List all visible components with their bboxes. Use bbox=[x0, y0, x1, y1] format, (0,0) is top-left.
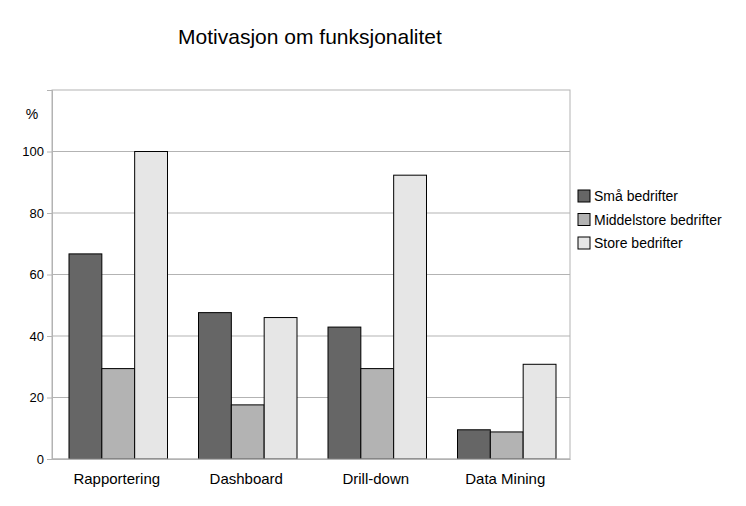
tick-mark bbox=[47, 213, 52, 214]
bar bbox=[231, 405, 264, 459]
grid-line bbox=[52, 151, 570, 152]
plot-frame bbox=[52, 90, 570, 459]
legend-item: Store bedrifter bbox=[578, 235, 683, 251]
title: Motivasjon om funksjonalitet bbox=[178, 25, 442, 48]
bar bbox=[102, 369, 135, 459]
tick-mark bbox=[47, 398, 52, 399]
y-axis-title: % bbox=[26, 106, 38, 122]
tick: Drill-down bbox=[342, 459, 409, 487]
bar bbox=[394, 175, 427, 459]
legend-item: Små bedrifter bbox=[578, 188, 678, 204]
bar bbox=[264, 318, 297, 459]
legend-item: Middelstore bedrifter bbox=[578, 212, 722, 228]
legend: Små bedrifter Middelstore bedrifter Store … bbox=[578, 188, 722, 251]
legend-label: Middelstore bedrifter bbox=[594, 212, 722, 228]
tick-label: 40 bbox=[30, 329, 44, 344]
category-label: Data Mining bbox=[465, 470, 545, 487]
bar bbox=[490, 432, 523, 459]
x-axis-line bbox=[53, 459, 571, 460]
tick-mark bbox=[47, 336, 52, 337]
grid-line bbox=[52, 336, 570, 337]
bar bbox=[69, 254, 102, 459]
category-label: Dashboard bbox=[210, 470, 283, 487]
grid-line bbox=[52, 274, 570, 275]
legend-swatch bbox=[578, 190, 590, 202]
tick-label: 100 bbox=[22, 144, 44, 159]
tick-mark bbox=[47, 152, 52, 153]
tick: Data Mining bbox=[465, 459, 545, 487]
tick-label: 60 bbox=[30, 267, 44, 282]
bar bbox=[361, 369, 394, 459]
grid-line bbox=[52, 213, 570, 214]
category-label: Drill-down bbox=[342, 470, 409, 487]
tick-mark bbox=[47, 459, 52, 460]
tick: Rapportering bbox=[73, 459, 160, 487]
grid bbox=[52, 152, 570, 460]
bar bbox=[458, 430, 491, 459]
bar bbox=[199, 313, 232, 459]
tick: 60 bbox=[30, 267, 52, 282]
y-axis-line bbox=[47, 91, 53, 460]
tick: 40 bbox=[30, 329, 52, 344]
legend-swatch bbox=[578, 214, 590, 226]
tick: 100 bbox=[22, 144, 52, 159]
category-label: Rapportering bbox=[73, 470, 160, 487]
bar bbox=[523, 364, 556, 459]
legend-label: Store bedrifter bbox=[594, 235, 683, 251]
tick-mark bbox=[47, 275, 52, 276]
y-axis: 0 20 40 60 80 100 bbox=[22, 91, 52, 467]
tick: 20 bbox=[30, 390, 52, 405]
chart: 0 20 40 60 80 100 Rapportering Dashboard Drill-d… bbox=[0, 0, 746, 506]
tick-label: 80 bbox=[30, 206, 44, 221]
tick: 0 bbox=[37, 452, 52, 467]
legend-swatch bbox=[578, 237, 590, 249]
bar bbox=[328, 327, 361, 459]
x-axis: Rapportering Dashboard Drill-down Data Mini… bbox=[53, 459, 571, 487]
bar bbox=[135, 152, 168, 460]
legend-label: Små bedrifter bbox=[594, 188, 678, 204]
bars bbox=[69, 152, 556, 460]
plot: 0 20 40 60 80 100 Rapportering Dashboard Drill-d… bbox=[22, 90, 570, 487]
tick-label: 0 bbox=[37, 452, 44, 467]
tick: Dashboard bbox=[210, 459, 283, 487]
tick-label: 20 bbox=[30, 390, 44, 405]
tick: 80 bbox=[30, 206, 52, 221]
